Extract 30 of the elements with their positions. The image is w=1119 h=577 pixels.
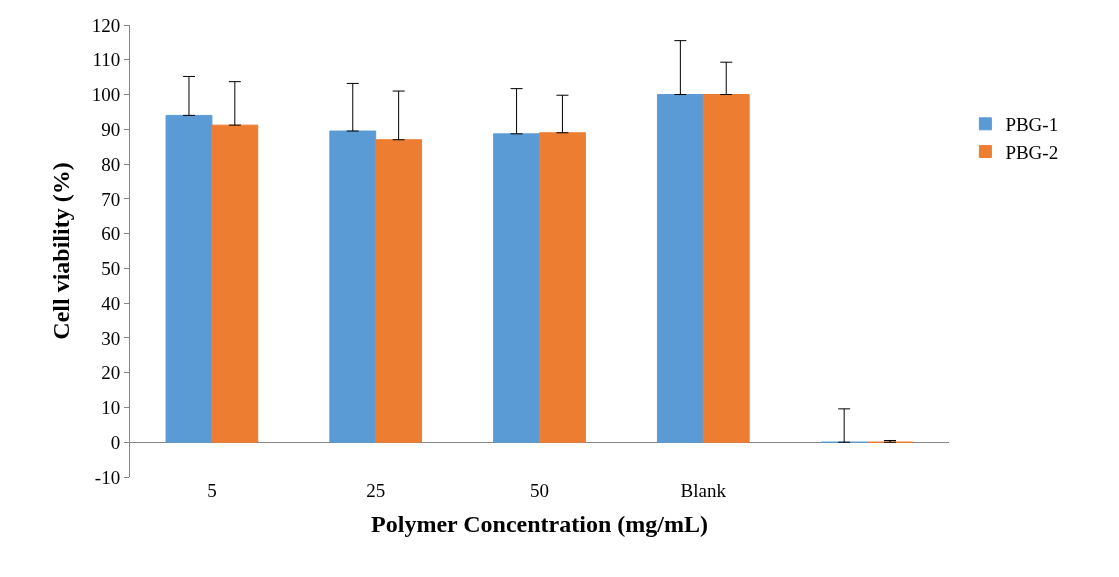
bar xyxy=(493,133,540,443)
y-tick-label: 30 xyxy=(101,327,121,349)
legend-label: PBG-2 xyxy=(1005,141,1059,163)
bar xyxy=(656,94,704,443)
y-tick-label: 90 xyxy=(101,118,121,140)
y-tick-label: 110 xyxy=(92,49,121,71)
bar xyxy=(539,132,586,443)
y-axis-title: Cell viability (%) xyxy=(47,162,74,340)
x-tick-label: 25 xyxy=(366,480,386,501)
y-tick-label: 60 xyxy=(101,223,121,245)
y-tick-label: 120 xyxy=(91,14,121,36)
y-tick-label: 100 xyxy=(91,84,121,106)
y-tick-label: 0 xyxy=(110,431,121,453)
y-tick-label: 80 xyxy=(101,153,121,175)
bar xyxy=(165,114,213,443)
y-tick-label: -10 xyxy=(94,466,121,488)
x-tick-label: 50 xyxy=(530,480,549,501)
y-tick-label: 50 xyxy=(101,258,121,280)
y-tick-label: 20 xyxy=(101,362,121,384)
bar xyxy=(702,94,750,443)
bar xyxy=(329,130,377,443)
y-tick-label: 70 xyxy=(101,188,121,210)
bar xyxy=(375,139,423,443)
x-tick-label: Blank xyxy=(680,480,727,501)
legend-label: PBG-1 xyxy=(1005,114,1059,136)
bar xyxy=(211,124,259,443)
y-tick-label: 10 xyxy=(101,397,121,419)
x-tick-label: 5 xyxy=(207,480,217,501)
y-tick-label: 40 xyxy=(101,292,121,314)
x-axis-title: Polymer Concentration (mg/mL) xyxy=(371,511,708,538)
